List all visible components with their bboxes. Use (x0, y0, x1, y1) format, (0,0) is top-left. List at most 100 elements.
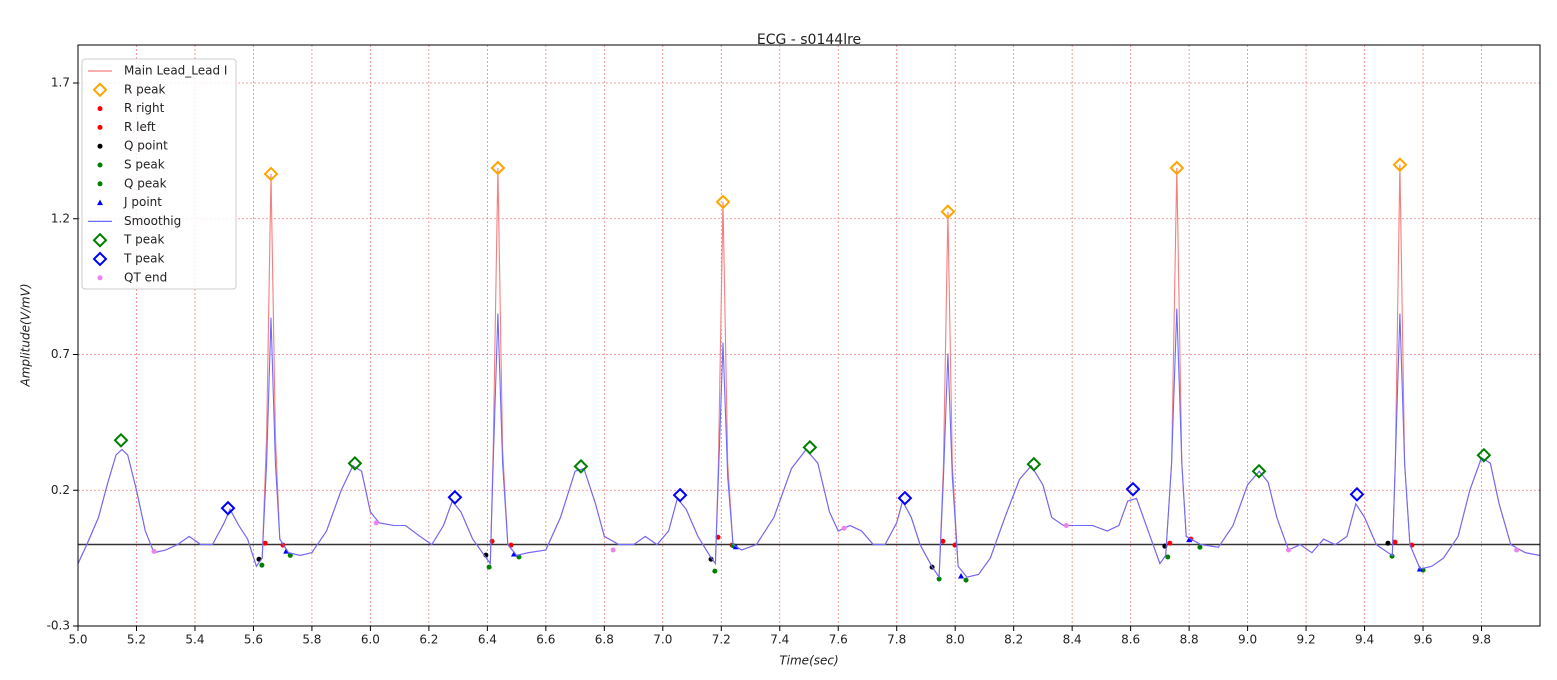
triangle-marker (97, 199, 103, 206)
dot-marker (841, 525, 847, 531)
diamond-marker (1476, 447, 1492, 463)
dot-marker (1167, 540, 1173, 546)
x-tick-label: 8.8 (1180, 633, 1199, 647)
signal-line (77, 164, 1541, 579)
signal-line (77, 308, 1541, 579)
dot-marker (936, 576, 942, 582)
triangle-marker (1186, 536, 1193, 543)
dot-marker (151, 548, 157, 554)
diamond-marker (1169, 160, 1185, 176)
x-tick-label: 9.4 (1355, 633, 1374, 647)
diamond-marker (1251, 463, 1267, 479)
dot-marker (1514, 547, 1520, 553)
diamond-marker (92, 251, 108, 267)
dot-marker (708, 556, 714, 562)
dot-marker (712, 568, 718, 574)
x-tick-label: 7.0 (653, 633, 672, 647)
x-tick-label: 6.8 (595, 633, 614, 647)
x-tick-label: 7.6 (829, 633, 848, 647)
diamond-marker (263, 166, 279, 182)
dot-marker (489, 538, 495, 544)
legend-label: T peak (123, 252, 164, 266)
x-tick-label: 9.8 (1472, 633, 1491, 647)
dot-marker (1385, 540, 1391, 546)
dot-marker (963, 577, 969, 583)
chart-title: ECG - s0144lre (757, 32, 861, 48)
dot-marker (97, 106, 103, 112)
x-tick-label: 7.8 (887, 633, 906, 647)
dot-marker (262, 540, 268, 546)
x-tick-label: 8.0 (946, 633, 965, 647)
x-tick-label: 5.2 (127, 633, 146, 647)
dot-marker (1286, 547, 1292, 553)
x-tick-label: 5.4 (185, 633, 204, 647)
diamond-marker (672, 487, 688, 503)
x-tick-label: 6.6 (536, 633, 555, 647)
diamond-marker (1349, 486, 1365, 502)
diamond-marker (1392, 157, 1408, 173)
dot-marker (1197, 544, 1203, 550)
legend-label: S peak (124, 158, 165, 172)
diamond-marker (490, 160, 506, 176)
dot-marker (516, 554, 522, 560)
diamond-marker (940, 204, 956, 220)
diamond-marker (1125, 481, 1141, 497)
diamond-marker (92, 82, 108, 98)
legend-label: QT end (124, 270, 167, 284)
diamond-marker (715, 194, 731, 210)
legend-label: R right (124, 101, 165, 115)
dot-marker (259, 562, 265, 568)
x-tick-label: 9.6 (1413, 633, 1432, 647)
diamond-marker (347, 455, 363, 471)
x-tick-label: 7.2 (712, 633, 731, 647)
y-tick-label: 1.7 (51, 76, 70, 90)
x-tick-label: 8.2 (1004, 633, 1023, 647)
x-tick-label: 8.6 (1121, 633, 1140, 647)
dot-marker (1165, 554, 1171, 560)
dot-marker (287, 552, 293, 558)
dot-marker (97, 181, 103, 187)
triangle-marker (958, 573, 965, 579)
legend-label: R left (124, 120, 156, 134)
y-tick-label: -0.3 (47, 619, 70, 633)
dot-marker (97, 162, 103, 168)
y-axis-label: Amplitude(V/mV) (19, 283, 33, 387)
x-tick-label: 5.6 (244, 633, 263, 647)
dot-marker (486, 564, 492, 570)
dot-marker (373, 520, 379, 526)
diamond-marker (1026, 456, 1042, 472)
legend: Main Lead_Lead I R peak R right R left Q poi… (81, 58, 237, 290)
x-tick-label: 7.4 (770, 633, 789, 647)
dot-marker (97, 275, 103, 281)
triangle-marker (510, 551, 517, 557)
legend-label: T peak (123, 233, 164, 247)
x-tick-label: 6.4 (478, 633, 497, 647)
x-tick-label: 5.0 (68, 633, 87, 647)
legend-label: Q peak (124, 176, 167, 190)
dot-marker (97, 124, 103, 130)
y-tick-label: 0.2 (51, 483, 70, 497)
x-tick-label: 5.8 (302, 633, 321, 647)
legend-label: Q point (124, 139, 168, 153)
dot-marker (97, 143, 103, 149)
x-tick-label: 9.0 (1238, 633, 1257, 647)
plot-frame (77, 44, 1541, 627)
diamond-marker (220, 500, 236, 516)
diamond-marker (447, 489, 463, 505)
dot-marker (1392, 539, 1398, 545)
x-axis-label: Time(sec) (779, 654, 838, 668)
x-tick-label: 6.2 (419, 633, 438, 647)
x-tick-label: 8.4 (1063, 633, 1082, 647)
y-tick-label: 1.2 (51, 211, 70, 225)
legend-label: J point (123, 195, 162, 209)
dot-marker (610, 547, 616, 553)
diamond-marker (897, 490, 913, 506)
dot-marker (940, 538, 946, 544)
diamond-marker (573, 458, 589, 474)
dot-marker (1063, 523, 1069, 529)
legend-label: Smoothig (124, 214, 181, 228)
x-tick-label: 6.0 (361, 633, 380, 647)
x-tick-label: 9.2 (1297, 633, 1316, 647)
diamond-marker (802, 439, 818, 455)
